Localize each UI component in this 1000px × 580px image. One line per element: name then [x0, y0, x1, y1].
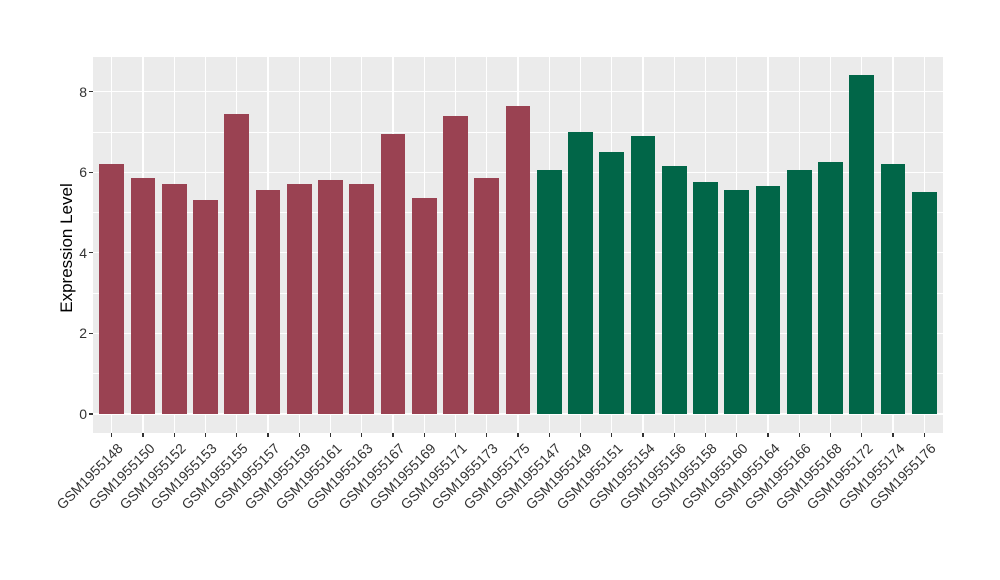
plot-panel [93, 57, 943, 433]
x-tick-mark [548, 433, 550, 437]
x-tick-mark [923, 433, 925, 437]
x-tick-mark [392, 433, 394, 437]
bar-GSM1955157 [255, 190, 281, 414]
bar-GSM1955163 [349, 184, 375, 414]
bar-GSM1955176 [911, 192, 937, 414]
x-tick-mark [298, 433, 300, 437]
x-tick-mark [142, 433, 144, 437]
bar-GSM1955166 [786, 170, 812, 414]
x-tick-mark [517, 433, 519, 437]
y-tick-mark [89, 171, 93, 173]
bar-GSM1955149 [568, 131, 593, 414]
bar-GSM1955160 [724, 190, 750, 414]
bar-GSM1955164 [755, 186, 781, 414]
x-tick-mark [736, 433, 738, 437]
y-tick-label: 6 [79, 164, 87, 181]
y-tick-mark [89, 332, 93, 334]
x-tick-mark [454, 433, 457, 437]
bar-GSM1955150 [130, 178, 156, 414]
major-gridline [93, 90, 943, 93]
bar-GSM1955167 [380, 133, 406, 414]
x-tick-mark [829, 433, 832, 437]
x-tick-mark [579, 433, 582, 437]
bar-GSM1955151 [599, 152, 625, 414]
bar-GSM1955175 [505, 105, 531, 414]
x-tick-mark [361, 433, 363, 437]
bar-GSM1955155 [224, 113, 250, 414]
x-tick-mark [892, 433, 894, 437]
x-tick-mark [767, 433, 769, 437]
bar-GSM1955161 [318, 180, 343, 414]
x-tick-mark [236, 433, 238, 437]
y-tick-label: 2 [79, 325, 87, 342]
x-tick-mark [861, 433, 863, 437]
bar-GSM1955156 [661, 166, 687, 414]
x-tick-mark [673, 433, 675, 437]
bar-GSM1955153 [193, 200, 218, 414]
y-tick-label: 8 [79, 83, 87, 100]
x-tick-mark [267, 433, 269, 437]
y-tick-mark [89, 91, 93, 93]
x-tick-mark [204, 433, 207, 437]
bar-GSM1955159 [286, 184, 312, 414]
x-tick-mark [611, 433, 613, 437]
x-tick-mark [423, 433, 425, 437]
bar-GSM1955168 [818, 162, 843, 414]
x-tick-mark [173, 433, 175, 437]
y-tick-mark [89, 413, 93, 415]
bar-GSM1955154 [630, 135, 656, 414]
bar-GSM1955169 [411, 198, 437, 414]
bar-GSM1955158 [693, 182, 718, 414]
x-tick-mark [798, 433, 800, 437]
x-tick-mark [704, 433, 707, 437]
bar-GSM1955148 [99, 164, 125, 414]
x-tick-mark [329, 433, 332, 437]
y-tick-mark [89, 252, 93, 254]
bar-GSM1955173 [474, 178, 500, 414]
bar-GSM1955172 [849, 75, 875, 414]
bar-GSM1955171 [443, 115, 468, 414]
major-gridline [93, 413, 943, 415]
y-tick-label: 4 [79, 244, 87, 261]
x-tick-mark [111, 433, 113, 437]
x-tick-mark [486, 433, 488, 437]
x-tick-mark [642, 433, 644, 437]
bar-GSM1955152 [161, 184, 187, 414]
bar-GSM1955147 [536, 170, 562, 414]
bar-GSM1955174 [880, 164, 906, 414]
y-tick-label: 0 [79, 406, 87, 422]
